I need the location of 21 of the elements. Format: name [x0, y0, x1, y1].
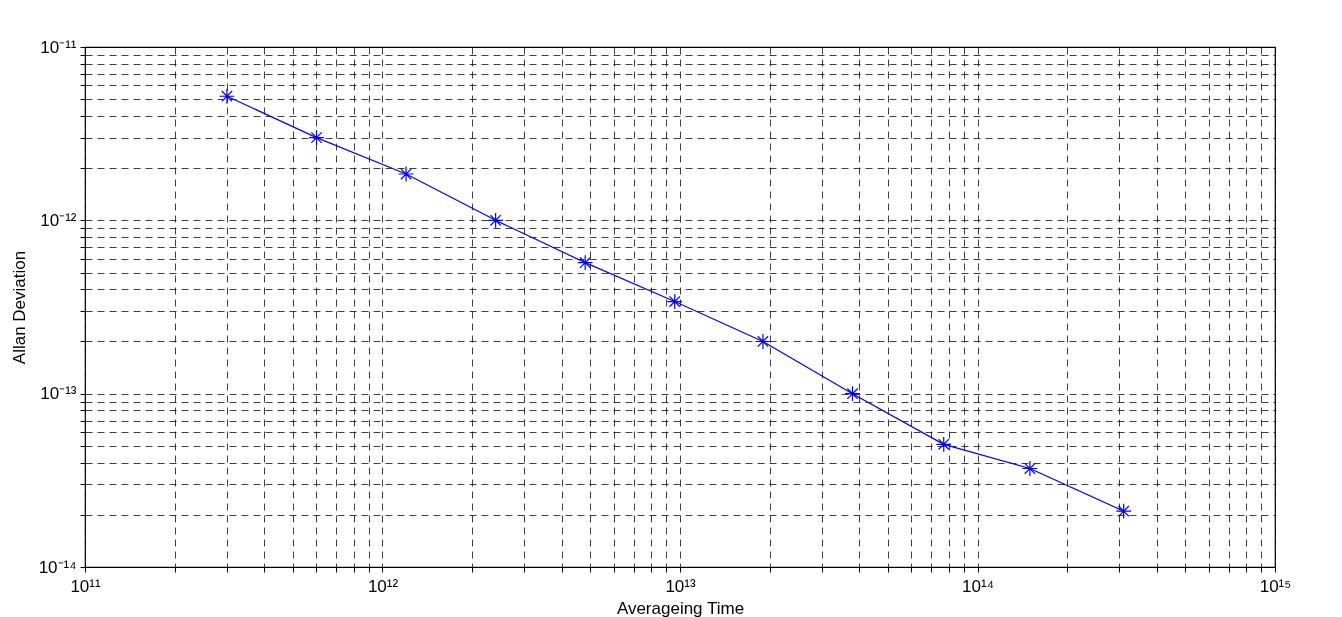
x-tick-label: 10¹³ [665, 576, 696, 596]
point [935, 436, 952, 453]
y-tick-label: 10⁻¹¹ [40, 37, 77, 57]
x-tick-label: 10¹¹ [70, 576, 101, 596]
point [487, 212, 504, 229]
point [308, 129, 325, 146]
point [1115, 503, 1132, 520]
y-tick-label: 10⁻¹³ [40, 384, 77, 404]
x-axis-title: Averageing Time [616, 598, 745, 617]
point [218, 88, 235, 105]
y-axis-title: Allan Deviation [9, 250, 29, 365]
y-tick-label: 10⁻¹⁴ [38, 557, 77, 577]
point [398, 166, 415, 183]
x-tick-label: 10¹⁴ [962, 576, 994, 596]
point [754, 333, 771, 350]
x-tick-label: 10¹⁵ [1259, 576, 1292, 596]
x-tick-label: 10¹² [367, 576, 399, 596]
y-tick-label: 10⁻¹² [40, 210, 77, 230]
point [844, 385, 861, 402]
point [577, 254, 594, 271]
point [666, 293, 683, 310]
